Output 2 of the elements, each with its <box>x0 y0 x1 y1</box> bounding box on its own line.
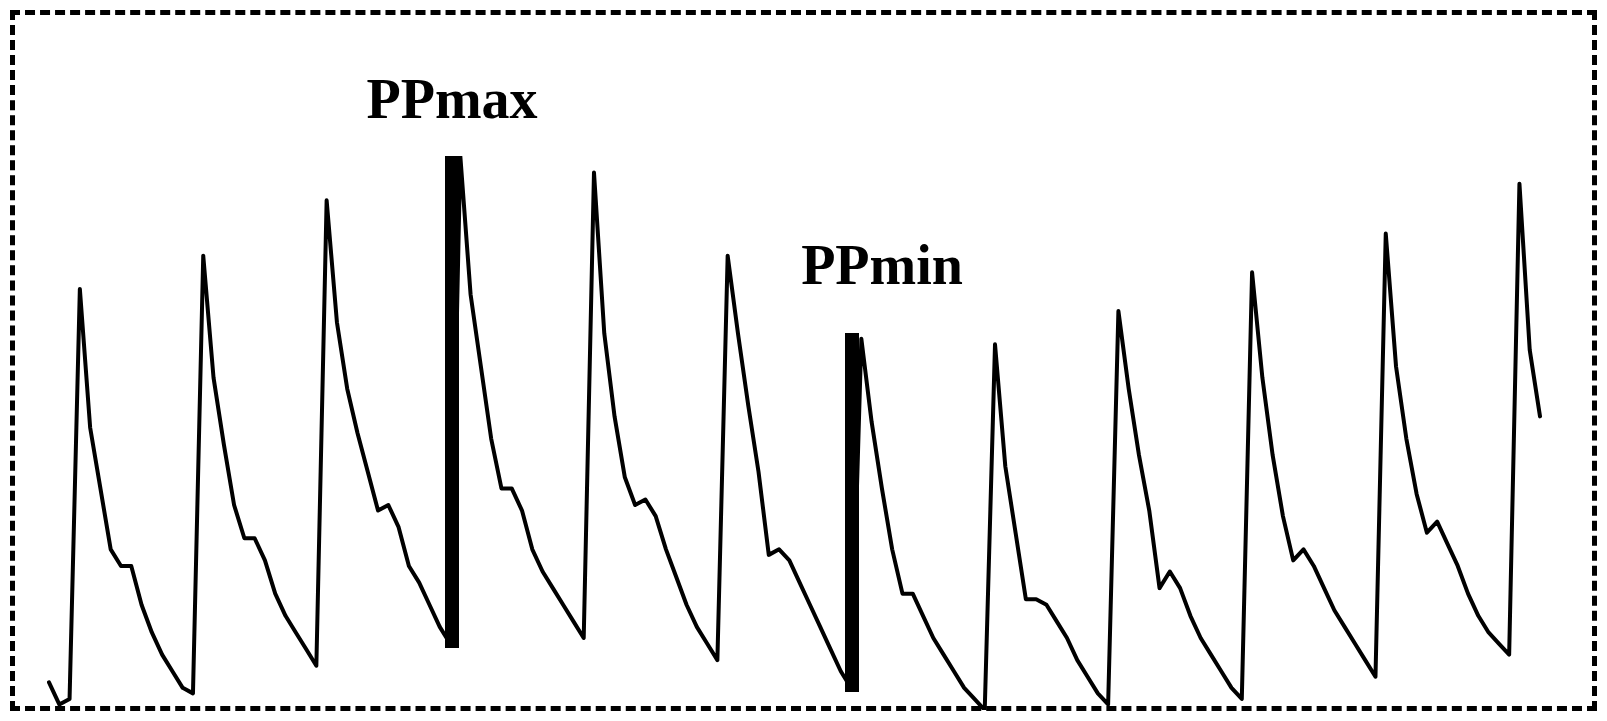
text: PPmax <box>366 68 538 130</box>
annotation: PPmin <box>801 234 963 296</box>
